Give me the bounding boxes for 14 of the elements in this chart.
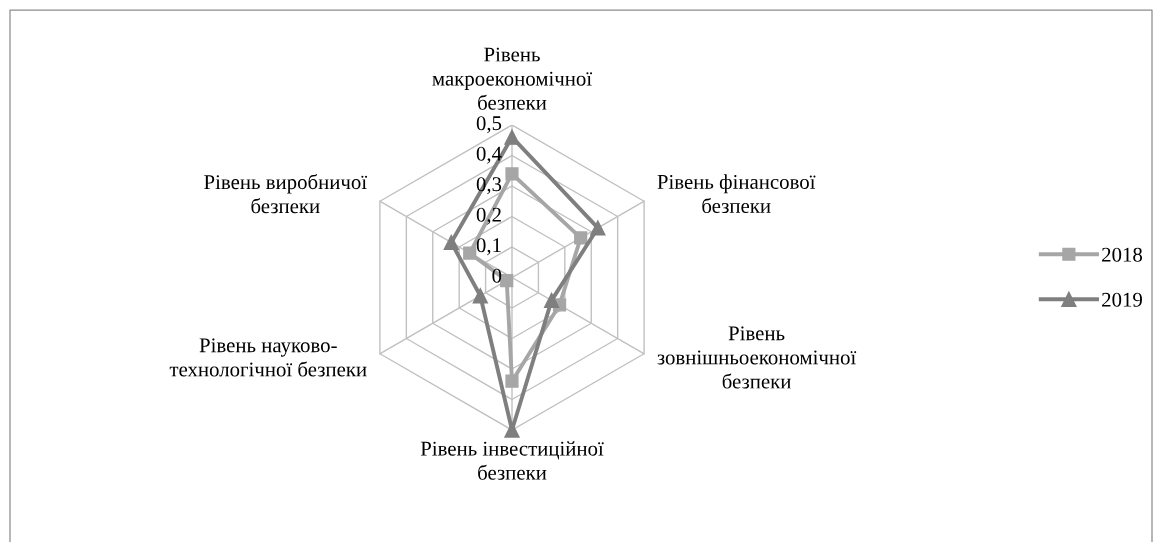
spoke-label: Рівень науково- технологічної безпеки bbox=[169, 338, 367, 377]
spoke-label: Рівень зовнішньоекономічної безпеки bbox=[657, 326, 857, 389]
y-tick-label: 0,4 bbox=[476, 146, 502, 164]
legend-label: 2018 bbox=[1102, 247, 1143, 262]
y-tick-label: 0,2 bbox=[476, 207, 501, 225]
y-tick-label: 0,3 bbox=[476, 177, 502, 195]
y-tick-label: 0 bbox=[492, 268, 502, 283]
legend-label: 2019 bbox=[1102, 292, 1142, 307]
y-tick-label: 0,5 bbox=[476, 116, 502, 134]
spoke-label: Рівень фінансової безпеки bbox=[657, 174, 816, 214]
spoke-label: Рівень виробничої безпеки bbox=[204, 174, 368, 214]
spoke-label: Рівень макроекономічної безпеки bbox=[432, 47, 593, 110]
y-tick-label: 0,1 bbox=[476, 238, 501, 256]
spoke-label: Рівень інвестиційної безпеки bbox=[420, 441, 604, 480]
